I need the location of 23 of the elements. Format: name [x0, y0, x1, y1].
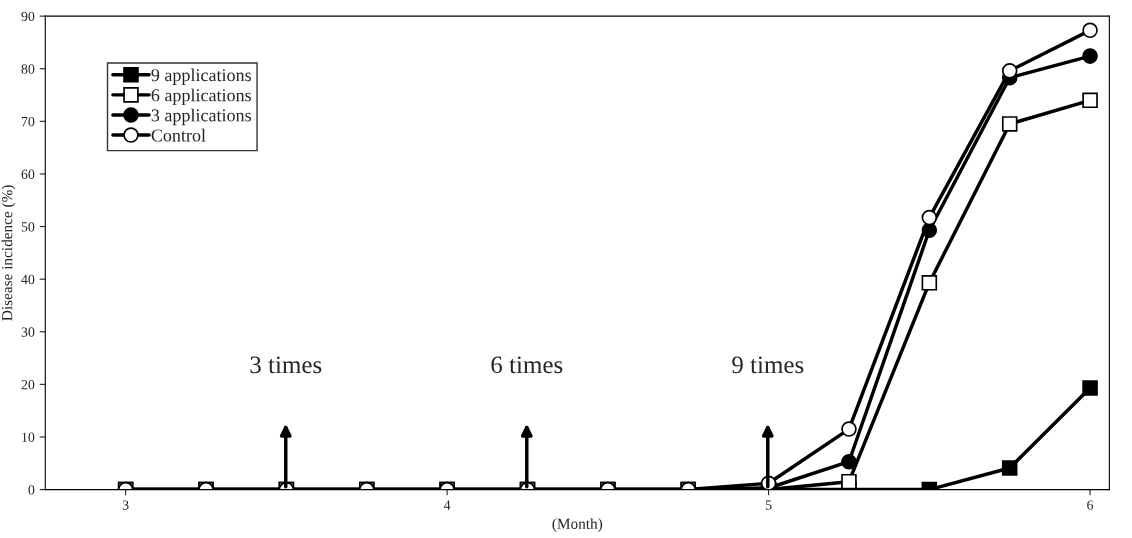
- x-tick-label: 4: [443, 500, 451, 510]
- y-tick-label: 90: [21, 11, 35, 22]
- x-tick-label: 6: [1087, 500, 1094, 510]
- annotation: 3 times: [250, 356, 322, 374]
- y-tick-label: 30: [21, 327, 35, 337]
- legend-label: Control: [151, 128, 206, 142]
- y-axis-title: Disease incidence (%): [1, 185, 16, 321]
- y-tick-label: 50: [21, 222, 35, 232]
- y-tick-label: 20: [21, 379, 35, 390]
- legend-label: 9 applications: [151, 68, 251, 85]
- y-tick-label: 40: [21, 274, 35, 285]
- annotation: 9 times: [732, 356, 804, 374]
- x-axis-title: (Month): [552, 518, 603, 532]
- y-tick-label: 10: [22, 432, 35, 442]
- y-tick-label: 0: [28, 485, 35, 495]
- y-tick-label: 60: [21, 169, 35, 179]
- annotation: 6 times: [491, 356, 563, 374]
- legend-label: 6 applications: [151, 88, 251, 106]
- x-tick-label: 3: [122, 500, 129, 510]
- y-tick-label: 80: [21, 64, 35, 74]
- legend-label: 3 applications: [151, 108, 251, 126]
- y-tick-label: 70: [21, 116, 35, 127]
- x-tick-label: 5: [765, 500, 772, 510]
